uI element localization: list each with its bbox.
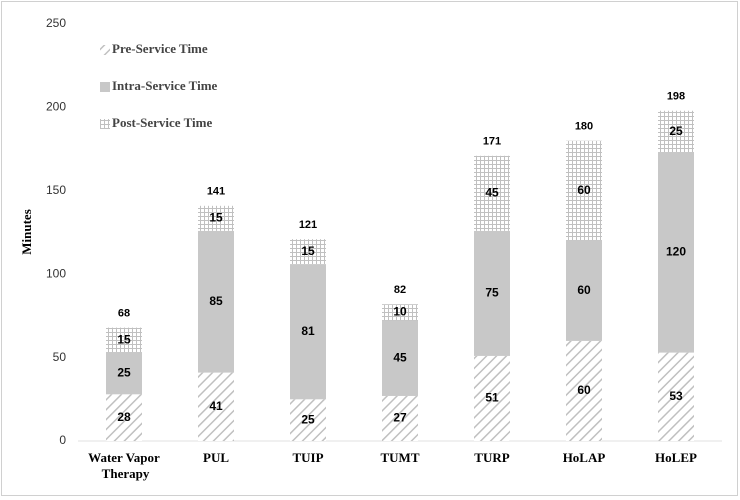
legend-label: Pre-Service Time <box>112 41 208 56</box>
legend-label: Intra-Service Time <box>112 78 218 93</box>
x-tick-label: TURP <box>474 450 509 465</box>
bar-segment <box>474 155 510 231</box>
data-label: 53 <box>669 389 683 403</box>
y-tick-label: 0 <box>59 433 66 447</box>
bar-segment <box>290 399 326 441</box>
bar-segment <box>382 395 418 441</box>
y-tick-label: 250 <box>46 16 66 30</box>
bar-segment <box>474 355 510 441</box>
bar-segment <box>290 239 326 265</box>
bar-segment <box>106 394 142 441</box>
data-label: 51 <box>485 391 499 405</box>
x-tick-label: PUL <box>203 450 229 465</box>
data-label: 41 <box>209 399 223 413</box>
legend-label: Post-Service Time <box>112 115 212 130</box>
data-label: 45 <box>485 185 499 199</box>
data-label: 15 <box>209 210 223 224</box>
bar-segment <box>566 340 602 441</box>
bar-segment <box>566 240 602 341</box>
total-label: 171 <box>483 136 501 148</box>
legend-swatch <box>100 119 110 129</box>
bar-segment <box>198 230 234 373</box>
data-label: 85 <box>209 294 223 308</box>
data-label: 15 <box>301 244 315 258</box>
x-tick-label: HoLEP <box>655 450 697 465</box>
bar-segment <box>474 230 510 356</box>
data-label: 60 <box>577 383 591 397</box>
y-axis-label: Minutes <box>19 209 34 255</box>
y-tick-label: 200 <box>46 100 66 114</box>
bar-segment <box>106 327 142 353</box>
data-label: 60 <box>577 283 591 297</box>
y-tick-label: 50 <box>53 350 67 364</box>
bar-segment <box>658 110 694 153</box>
y-tick-label: 100 <box>46 266 66 280</box>
legend-swatch <box>100 82 110 92</box>
bar-segment <box>382 304 418 321</box>
total-label: 68 <box>118 307 130 319</box>
data-label: 28 <box>117 410 131 424</box>
legend-swatch <box>100 45 110 55</box>
x-tick-label: TUIP <box>292 450 323 465</box>
y-tick-label: 150 <box>46 183 66 197</box>
total-label: 121 <box>299 219 317 231</box>
bar-segment <box>198 372 234 441</box>
bar-segment <box>658 352 694 441</box>
bar-segment <box>382 320 418 396</box>
total-label: 180 <box>575 121 593 133</box>
data-label: 15 <box>117 332 131 346</box>
total-label: 141 <box>207 186 225 198</box>
bar-segment <box>106 352 142 395</box>
bar-segment <box>198 205 234 231</box>
x-tick-label: HoLAP <box>563 450 606 465</box>
bar-segment <box>566 140 602 241</box>
total-label: 198 <box>667 91 685 103</box>
x-tick-label: Water Vapor Therapy <box>88 450 160 481</box>
x-tick-label: TUMT <box>381 450 420 465</box>
data-label: 120 <box>666 245 686 259</box>
bar-segment <box>658 152 694 353</box>
data-label: 60 <box>577 183 591 197</box>
data-label: 10 <box>393 305 407 319</box>
data-label: 81 <box>301 324 315 338</box>
data-label: 25 <box>669 124 683 138</box>
total-label: 82 <box>394 284 406 296</box>
bar-segment <box>290 264 326 400</box>
data-label: 75 <box>485 286 499 300</box>
data-label: 25 <box>117 366 131 380</box>
data-label: 27 <box>393 411 407 425</box>
data-label: 25 <box>301 412 315 426</box>
data-label: 45 <box>393 351 407 365</box>
